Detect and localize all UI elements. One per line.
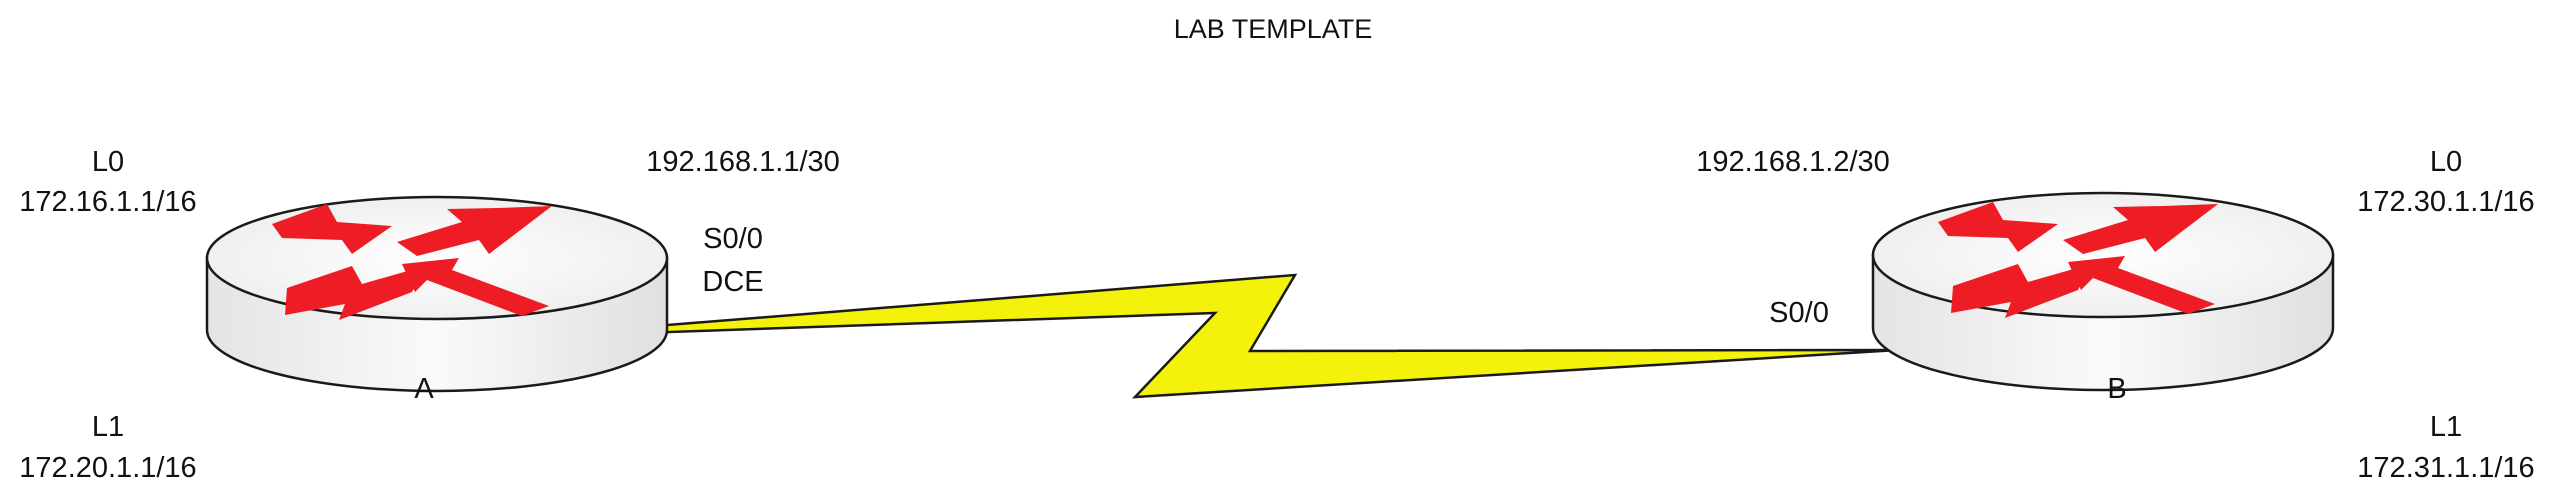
router-b[interactable] <box>1871 191 2335 392</box>
router-b-serial-interface: S0/0 <box>1769 297 1829 329</box>
router-b-l1-address: 172.31.1.1/16 <box>2357 452 2535 484</box>
diagram-title: LAB TEMPLATE <box>1173 14 1373 44</box>
router-b-l0-name: L0 <box>2429 146 2463 178</box>
router-a-l1-address: 172.20.1.1/16 <box>19 452 197 484</box>
router-b-serial-address: 192.168.1.2/30 <box>1696 146 1890 178</box>
router-a-arrows-icon <box>272 204 552 320</box>
router-a-l0-address: 172.16.1.1/16 <box>19 186 197 218</box>
router-b-name: B <box>2107 373 2127 405</box>
router-a-serial-role: DCE <box>702 266 764 298</box>
router-a-l0-name: L0 <box>91 146 125 178</box>
router-a-serial-interface: S0/0 <box>703 223 763 255</box>
router-a[interactable] <box>205 195 669 393</box>
router-b-arrows-icon <box>1938 202 2218 318</box>
router-b-l1-name: L1 <box>2429 411 2463 443</box>
router-a-name: A <box>414 373 434 405</box>
router-b-l0-address: 172.30.1.1/16 <box>2357 186 2535 218</box>
router-a-l1-name: L1 <box>91 411 125 443</box>
router-a-serial-address: 192.168.1.1/30 <box>646 146 840 178</box>
serial-link <box>640 273 1899 399</box>
